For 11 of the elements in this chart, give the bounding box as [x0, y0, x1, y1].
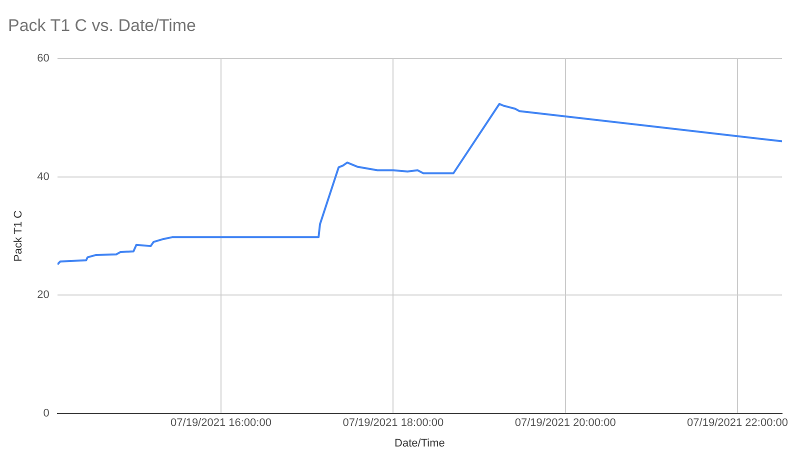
x-axis-title: Date/Time	[394, 437, 445, 450]
y-tick-label: 20	[37, 289, 50, 302]
x-tick-label: 07/19/2021 20:00:00	[514, 417, 616, 430]
y-axis-title: Pack T1 C	[12, 210, 25, 262]
x-tick-label: 07/19/2021 18:00:00	[342, 417, 444, 430]
chart-title: Pack T1 C vs. Date/Time	[8, 16, 196, 35]
x-tick-label: 07/19/2021 22:00:00	[687, 417, 788, 430]
y-tick-label: 60	[37, 52, 50, 64]
y-tick-label: 0	[43, 408, 50, 420]
x-tick-label: 07/19/2021 16:00:00	[170, 417, 272, 430]
y-tick-label: 40	[37, 170, 50, 183]
